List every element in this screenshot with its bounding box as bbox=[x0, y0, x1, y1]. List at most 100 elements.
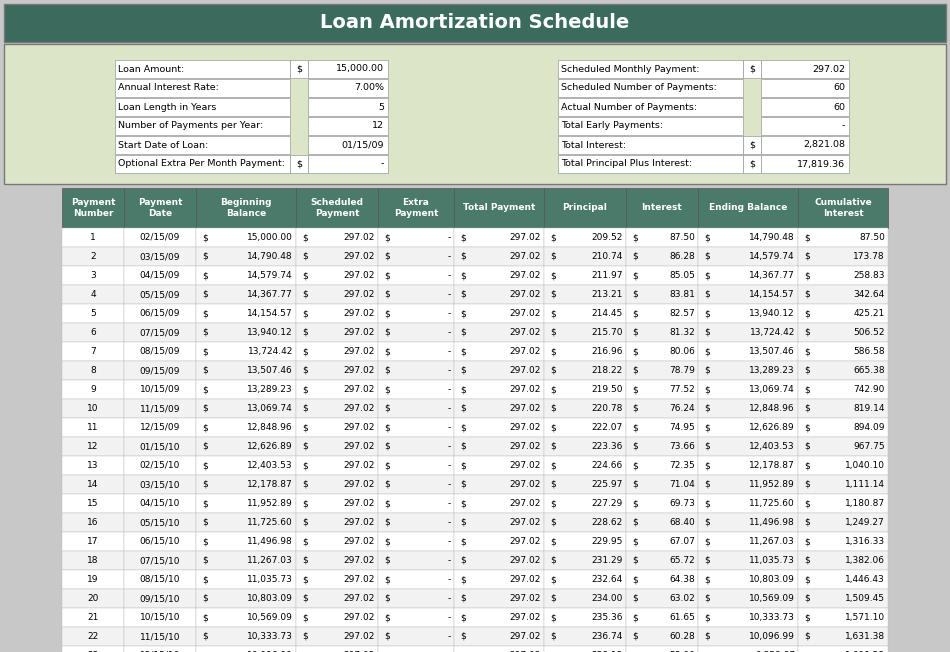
Bar bbox=[196, 418, 296, 437]
Text: 17,819.36: 17,819.36 bbox=[797, 160, 845, 168]
Bar bbox=[196, 551, 296, 570]
Text: $: $ bbox=[460, 632, 466, 641]
Text: 297.02: 297.02 bbox=[344, 613, 375, 622]
Text: 297.02: 297.02 bbox=[509, 233, 541, 242]
Bar bbox=[124, 437, 196, 456]
Text: 12,626.89: 12,626.89 bbox=[247, 442, 293, 451]
Bar bbox=[698, 323, 798, 342]
Text: $: $ bbox=[632, 404, 637, 413]
Text: 03/15/09: 03/15/09 bbox=[140, 252, 180, 261]
Text: $: $ bbox=[632, 499, 637, 508]
Text: $: $ bbox=[704, 366, 710, 375]
Bar bbox=[124, 532, 196, 551]
Text: 297.02: 297.02 bbox=[344, 499, 375, 508]
Text: $: $ bbox=[704, 537, 710, 546]
Text: 08/15/10: 08/15/10 bbox=[140, 575, 180, 584]
Bar bbox=[761, 60, 849, 78]
Bar bbox=[196, 570, 296, 589]
Text: 297.02: 297.02 bbox=[509, 347, 541, 356]
Text: $: $ bbox=[460, 575, 466, 584]
Text: $: $ bbox=[384, 594, 389, 603]
Text: 60.28: 60.28 bbox=[669, 632, 695, 641]
Text: 58.90: 58.90 bbox=[669, 651, 695, 652]
Bar bbox=[378, 380, 454, 399]
Bar bbox=[378, 304, 454, 323]
Text: $: $ bbox=[302, 328, 308, 337]
Text: $: $ bbox=[550, 385, 556, 394]
Bar bbox=[798, 627, 888, 646]
Text: 297.02: 297.02 bbox=[344, 423, 375, 432]
Text: 10/15/10: 10/15/10 bbox=[140, 613, 180, 622]
Text: 219.50: 219.50 bbox=[592, 385, 623, 394]
Bar bbox=[296, 570, 378, 589]
Text: 14,154.57: 14,154.57 bbox=[750, 290, 795, 299]
Bar bbox=[698, 513, 798, 532]
Text: 17: 17 bbox=[87, 537, 99, 546]
Text: 22: 22 bbox=[87, 632, 99, 641]
Text: Scheduled
Payment: Scheduled Payment bbox=[311, 198, 364, 218]
Text: 425.21: 425.21 bbox=[854, 309, 885, 318]
Bar bbox=[698, 342, 798, 361]
Bar bbox=[62, 361, 124, 380]
Bar bbox=[196, 513, 296, 532]
Bar bbox=[743, 136, 761, 154]
Text: 232.64: 232.64 bbox=[592, 575, 623, 584]
Text: $: $ bbox=[460, 385, 466, 394]
Text: $: $ bbox=[632, 632, 637, 641]
Bar bbox=[296, 380, 378, 399]
Text: Optional Extra Per Month Payment:: Optional Extra Per Month Payment: bbox=[118, 160, 285, 168]
Bar bbox=[378, 608, 454, 627]
Text: 14,579.74: 14,579.74 bbox=[247, 271, 293, 280]
Text: $: $ bbox=[302, 499, 308, 508]
Text: 09/15/10: 09/15/10 bbox=[140, 594, 180, 603]
Bar bbox=[626, 494, 698, 513]
Bar bbox=[454, 323, 544, 342]
Text: 04/15/09: 04/15/09 bbox=[140, 271, 180, 280]
Text: 12,403.53: 12,403.53 bbox=[750, 442, 795, 451]
Text: 02/15/10: 02/15/10 bbox=[140, 461, 180, 470]
Text: 60: 60 bbox=[833, 102, 845, 111]
Bar bbox=[296, 188, 378, 228]
Bar bbox=[124, 361, 196, 380]
Text: -: - bbox=[381, 160, 384, 168]
Text: 6: 6 bbox=[90, 328, 96, 337]
Text: $: $ bbox=[302, 423, 308, 432]
Text: $: $ bbox=[804, 594, 809, 603]
Text: 1: 1 bbox=[90, 233, 96, 242]
Text: 236.74: 236.74 bbox=[592, 632, 623, 641]
Text: -: - bbox=[447, 423, 451, 432]
Text: $: $ bbox=[384, 309, 389, 318]
Text: $: $ bbox=[302, 575, 308, 584]
Text: 06/15/10: 06/15/10 bbox=[140, 537, 180, 546]
Bar bbox=[558, 155, 743, 173]
Text: $: $ bbox=[302, 347, 308, 356]
Text: $: $ bbox=[384, 518, 389, 527]
Text: $: $ bbox=[302, 594, 308, 603]
Text: $: $ bbox=[804, 233, 809, 242]
Text: 10: 10 bbox=[87, 404, 99, 413]
Text: Total Interest:: Total Interest: bbox=[561, 140, 626, 149]
Text: 229.95: 229.95 bbox=[592, 537, 623, 546]
Bar bbox=[308, 79, 388, 97]
Text: $: $ bbox=[804, 271, 809, 280]
Bar bbox=[308, 60, 388, 78]
Bar bbox=[378, 475, 454, 494]
Bar bbox=[378, 456, 454, 475]
Text: 86.28: 86.28 bbox=[669, 252, 695, 261]
Text: 297.02: 297.02 bbox=[509, 480, 541, 489]
Text: $: $ bbox=[460, 252, 466, 261]
Text: Payment
Number: Payment Number bbox=[70, 198, 115, 218]
Bar bbox=[626, 608, 698, 627]
Text: 10,803.09: 10,803.09 bbox=[750, 575, 795, 584]
Text: 61.65: 61.65 bbox=[669, 613, 695, 622]
Text: 228.62: 228.62 bbox=[592, 518, 623, 527]
Bar bbox=[196, 475, 296, 494]
Bar bbox=[626, 285, 698, 304]
Bar bbox=[544, 188, 626, 228]
Text: -: - bbox=[447, 632, 451, 641]
Text: 10,569.09: 10,569.09 bbox=[750, 594, 795, 603]
Bar bbox=[62, 589, 124, 608]
Text: 665.38: 665.38 bbox=[853, 366, 885, 375]
Text: $: $ bbox=[202, 556, 208, 565]
Bar bbox=[544, 247, 626, 266]
